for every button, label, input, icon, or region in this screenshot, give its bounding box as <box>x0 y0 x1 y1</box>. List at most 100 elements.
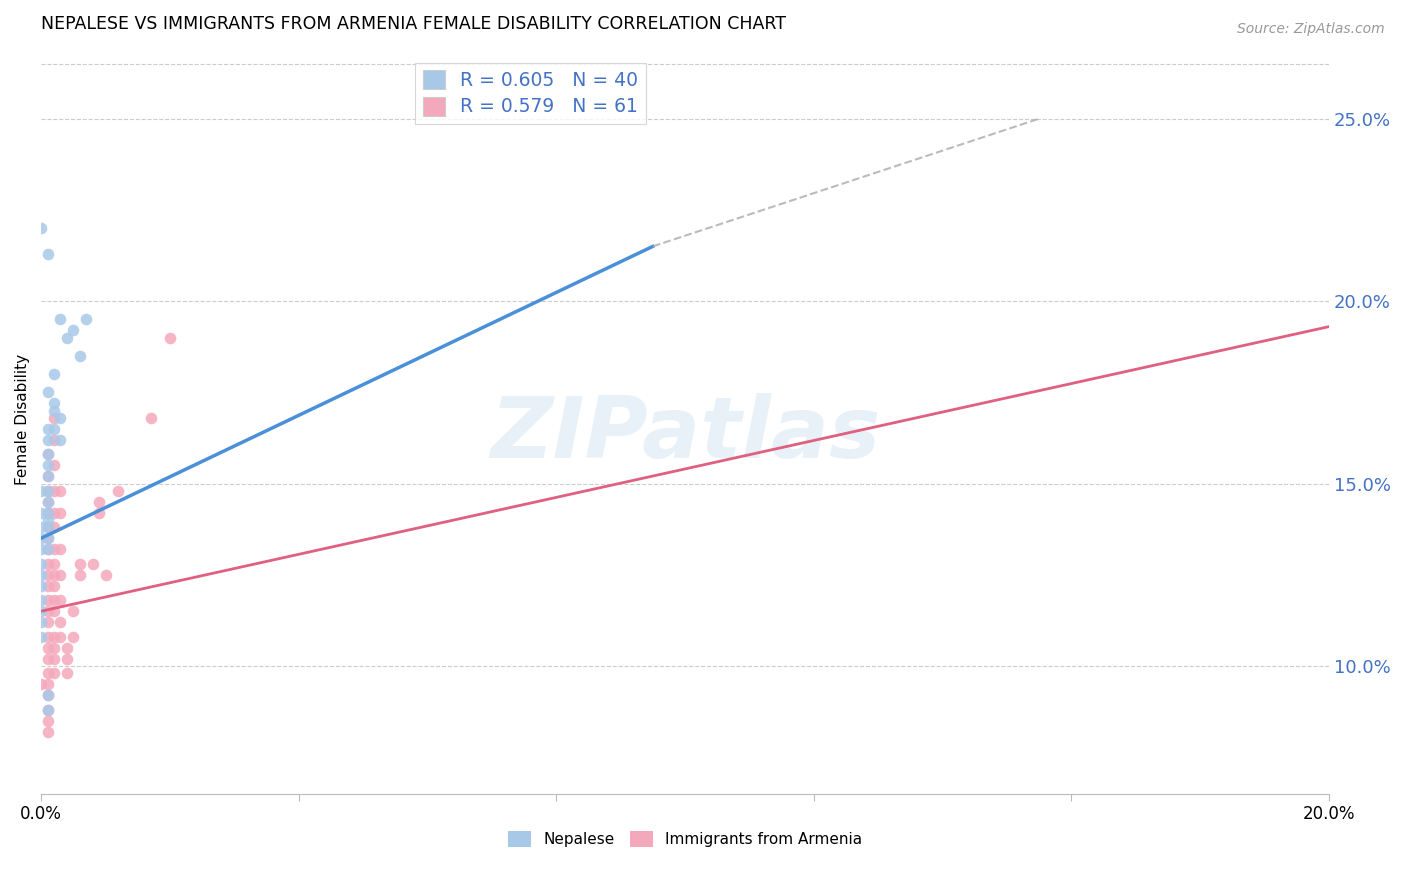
Point <box>37 703 59 717</box>
Y-axis label: Female Disability: Female Disability <box>15 354 30 485</box>
Point <box>37 666 59 681</box>
Point <box>37 447 59 461</box>
Point <box>56 640 79 655</box>
Point <box>42 542 65 557</box>
Point <box>30 221 52 235</box>
Point <box>49 567 72 582</box>
Point <box>42 604 65 618</box>
Point <box>37 677 59 691</box>
Text: NEPALESE VS IMMIGRANTS FROM ARMENIA FEMALE DISABILITY CORRELATION CHART: NEPALESE VS IMMIGRANTS FROM ARMENIA FEMA… <box>41 15 786 33</box>
Point <box>69 567 91 582</box>
Point <box>37 483 59 498</box>
Point <box>30 593 52 607</box>
Point <box>30 531 52 545</box>
Point <box>37 520 59 534</box>
Point <box>159 330 181 344</box>
Point <box>82 557 104 571</box>
Point <box>42 458 65 473</box>
Point <box>37 579 59 593</box>
Point <box>30 506 52 520</box>
Point <box>42 557 65 571</box>
Point <box>37 615 59 630</box>
Point <box>87 495 110 509</box>
Point <box>42 640 65 655</box>
Point <box>30 567 52 582</box>
Point <box>37 447 59 461</box>
Point <box>49 312 72 326</box>
Point <box>56 330 79 344</box>
Point <box>42 422 65 436</box>
Point <box>42 433 65 447</box>
Point <box>37 483 59 498</box>
Point <box>37 531 59 545</box>
Point <box>37 469 59 483</box>
Point <box>30 579 52 593</box>
Point <box>37 469 59 483</box>
Point <box>37 495 59 509</box>
Point <box>37 557 59 571</box>
Point <box>49 483 72 498</box>
Point <box>37 640 59 655</box>
Point <box>37 495 59 509</box>
Point <box>37 724 59 739</box>
Point <box>30 520 52 534</box>
Point <box>37 246 59 260</box>
Point <box>56 666 79 681</box>
Point <box>37 703 59 717</box>
Text: ZIPatlas: ZIPatlas <box>489 393 880 476</box>
Point <box>42 666 65 681</box>
Point <box>30 615 52 630</box>
Point <box>56 651 79 665</box>
Point <box>30 630 52 644</box>
Point <box>107 483 129 498</box>
Point <box>37 630 59 644</box>
Point <box>30 542 52 557</box>
Point <box>62 323 84 337</box>
Point <box>30 604 52 618</box>
Point <box>42 567 65 582</box>
Point <box>69 349 91 363</box>
Point <box>37 531 59 545</box>
Point <box>69 557 91 571</box>
Point <box>49 615 72 630</box>
Point <box>75 312 97 326</box>
Point <box>42 396 65 410</box>
Point <box>49 410 72 425</box>
Point <box>49 433 72 447</box>
Point <box>37 385 59 400</box>
Point <box>30 557 52 571</box>
Point <box>37 688 59 702</box>
Point <box>139 410 162 425</box>
Point <box>42 410 65 425</box>
Point <box>37 422 59 436</box>
Point <box>37 604 59 618</box>
Point <box>37 506 59 520</box>
Point <box>37 593 59 607</box>
Point <box>87 506 110 520</box>
Point <box>42 506 65 520</box>
Point <box>42 483 65 498</box>
Point <box>37 542 59 557</box>
Point <box>37 520 59 534</box>
Point <box>37 458 59 473</box>
Point <box>30 483 52 498</box>
Point <box>37 513 59 527</box>
Point <box>37 651 59 665</box>
Point <box>42 367 65 381</box>
Point <box>30 677 52 691</box>
Point <box>42 651 65 665</box>
Point <box>42 593 65 607</box>
Point <box>37 433 59 447</box>
Point <box>37 542 59 557</box>
Point <box>42 630 65 644</box>
Point <box>49 542 72 557</box>
Point <box>49 630 72 644</box>
Text: Source: ZipAtlas.com: Source: ZipAtlas.com <box>1237 22 1385 37</box>
Point <box>37 506 59 520</box>
Point <box>37 688 59 702</box>
Point <box>42 403 65 417</box>
Point <box>37 567 59 582</box>
Point <box>42 579 65 593</box>
Point <box>62 630 84 644</box>
Point <box>49 506 72 520</box>
